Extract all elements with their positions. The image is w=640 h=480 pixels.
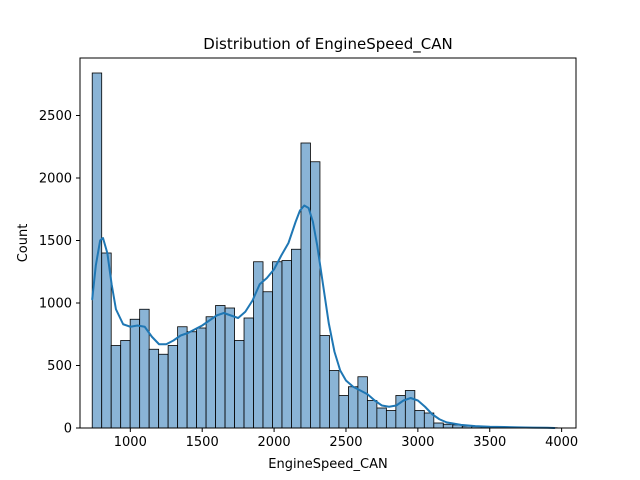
histogram-bar	[234, 340, 245, 429]
histogram-bar	[281, 260, 292, 429]
y-axis-ticks: 0 500 1000 1500 2000 2500	[39, 109, 80, 437]
histogram-bar	[433, 422, 444, 429]
histogram-bar	[442, 423, 454, 429]
histogram-bar	[205, 316, 216, 429]
y-tick-label: 2500	[39, 109, 72, 124]
histogram-bar	[177, 326, 188, 429]
histogram-bar	[385, 410, 397, 429]
y-tick-label: 1500	[39, 234, 72, 249]
histogram-bar	[376, 407, 387, 429]
plot-frame	[79, 57, 577, 429]
histogram-bar	[366, 400, 378, 429]
histogram-bar	[91, 72, 103, 429]
histogram-bar	[243, 317, 254, 429]
chart-title: Distribution of EngineSpeed_CAN	[203, 35, 452, 54]
kde-line	[91, 204, 556, 429]
histogram-bar	[319, 335, 330, 429]
histogram-bar	[120, 340, 131, 429]
y-tick-label: 1000	[39, 297, 72, 312]
histogram-bar	[148, 348, 160, 429]
y-axis-title: Count	[16, 224, 31, 263]
histogram-bar	[158, 353, 169, 429]
x-tick-label: 4000	[545, 435, 578, 450]
x-axis-ticks: 1000 1500 2000 2500 3000 3500 4000	[114, 428, 578, 450]
histogram-bar	[167, 345, 179, 429]
histogram-bar	[129, 318, 141, 429]
x-tick-label: 2500	[329, 435, 362, 450]
x-tick-label: 1500	[186, 435, 219, 450]
histogram-bar	[262, 291, 273, 429]
histogram-bar	[310, 161, 321, 429]
x-axis-title: EngineSpeed_CAN	[268, 457, 388, 472]
histogram-bar	[186, 331, 197, 429]
histogram-bar	[110, 345, 122, 429]
x-tick-label: 2000	[258, 435, 291, 450]
histogram-bar	[357, 376, 368, 429]
histogram-bar	[224, 307, 235, 429]
x-tick-label: 3500	[473, 435, 506, 450]
histogram-bar	[329, 370, 340, 429]
histogram-bar	[272, 261, 283, 429]
histogram-bar	[404, 390, 416, 429]
histogram-bar	[414, 410, 425, 429]
y-tick-label: 2000	[39, 172, 72, 187]
x-tick-label: 1000	[114, 435, 147, 450]
histogram-bar	[291, 248, 302, 429]
y-tick-label: 0	[64, 422, 72, 437]
histogram-bar	[338, 395, 349, 429]
histogram-bar	[196, 327, 207, 429]
x-tick-label: 3000	[401, 435, 434, 450]
histogram-bar	[215, 305, 226, 429]
y-tick-label: 500	[47, 359, 72, 374]
histogram-bar	[348, 386, 359, 429]
histogram-bar	[300, 142, 311, 429]
histogram-bar	[101, 252, 112, 429]
kde-curve-layer	[91, 204, 556, 429]
